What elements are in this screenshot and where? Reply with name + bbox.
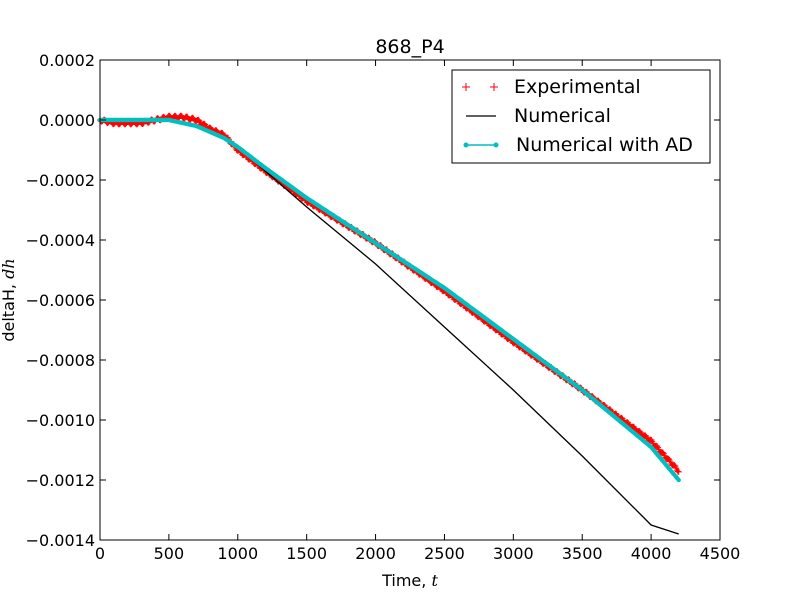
x-tick-label: 4500 <box>700 544 741 563</box>
experimental-point <box>642 432 649 439</box>
y-tick-label: 0.0002 <box>39 51 95 70</box>
y-tick-label: −0.0004 <box>26 231 95 250</box>
x-tick-label: 2500 <box>424 544 465 563</box>
experimental-point <box>675 468 682 475</box>
axis-ticks: 0 500 1000 1500 2000 2500 3000 3500 4000 4500 0.00… <box>26 51 741 563</box>
numerical-with-ad-point <box>676 477 681 483</box>
experimental-point <box>659 449 666 456</box>
chart-title: 868_P4 <box>375 36 444 58</box>
experimental-point <box>665 455 672 462</box>
y-axis-label-var: dh <box>0 258 18 279</box>
legend-label-numerical: Numerical <box>514 105 611 127</box>
x-axis-label: Time, t <box>381 571 438 590</box>
x-tick-label: 1500 <box>286 544 327 563</box>
x-tick-label: 0 <box>95 544 105 563</box>
plot-area <box>97 112 682 535</box>
legend-marker-experimental <box>462 83 498 91</box>
y-tick-label: −0.0008 <box>26 351 95 370</box>
x-axis-label-text: Time, <box>381 571 431 590</box>
y-tick-label: −0.0012 <box>26 471 95 490</box>
series-numerical-with-ad <box>97 117 681 483</box>
experimental-point <box>631 424 638 431</box>
x-tick-label: 1000 <box>217 544 258 563</box>
x-tick-label: 3000 <box>493 544 534 563</box>
y-axis-label-text: deltaH, <box>0 279 18 342</box>
legend-label-experimental: Experimental <box>514 76 641 98</box>
y-axis-label: deltaH, dh <box>0 258 18 341</box>
y-tick-label: 0.0000 <box>39 111 95 130</box>
y-tick-label: −0.0010 <box>26 411 95 430</box>
x-tick-label: 3500 <box>562 544 603 563</box>
series-experimental <box>97 112 682 475</box>
legend-marker-numerical-ad <box>463 142 499 148</box>
y-tick-label: −0.0006 <box>26 291 95 310</box>
x-axis-label-var: t <box>431 571 438 590</box>
y-tick-label: −0.0014 <box>26 531 95 550</box>
x-tick-label: 4000 <box>631 544 672 563</box>
legend-label-numerical-ad: Numerical with AD <box>516 134 693 156</box>
x-tick-label: 2000 <box>355 544 396 563</box>
experimental-point <box>648 436 655 443</box>
y-tick-label: −0.0002 <box>26 171 95 190</box>
series-numerical-line <box>100 119 679 535</box>
numerical-with-ad-line <box>100 119 680 481</box>
x-tick-label: 500 <box>154 544 185 563</box>
legend: Experimental Numerical Numerical with AD <box>451 69 711 164</box>
experimental-point <box>636 428 643 435</box>
experimental-point <box>654 443 661 450</box>
